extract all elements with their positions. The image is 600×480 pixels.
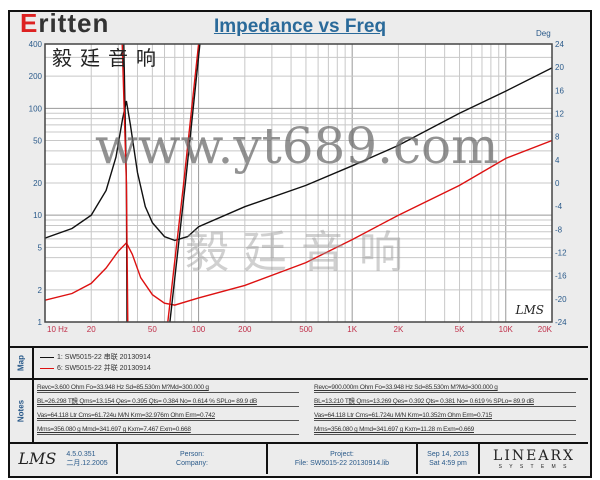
y2-tick-label: 12 [555, 110, 564, 119]
footer: LMS 4.5.0.351 二月.12.2005 Person: Company: … [10, 442, 588, 474]
y-tick-label: 10 [33, 211, 42, 220]
plot-border [44, 43, 553, 323]
note-line: Vas=64.118 Ltr Cms=61.724u M/N Krm=10.35… [314, 411, 576, 421]
x-tick-label: 20K [538, 325, 553, 334]
note-line: BL=13.210 T醗 Qms=13.269 Qes= 0.392 Qts= … [314, 397, 576, 407]
impedance-line-0 [45, 67, 552, 242]
x-tick-label: 500 [299, 325, 313, 334]
y-tick-label: 5 [38, 243, 43, 252]
y-tick-label: 200 [29, 72, 43, 81]
legend-item: 6: SW5015-22 并联 20130914 [40, 364, 151, 373]
notes-label: Notes [16, 399, 26, 423]
y2-tick-label: 8 [555, 133, 560, 142]
time: Sat 4:59 pm [429, 460, 467, 467]
x-tick-label: 50 [148, 325, 157, 334]
x-tick-label: 1K [347, 325, 357, 334]
y2-tick-label: -20 [555, 295, 567, 304]
impedance-line-1 [45, 139, 552, 306]
note-line: Revc=900.000m Ohm Fo=33.948 Hz Sd=85.530… [314, 383, 576, 393]
y2-tick-label: 0 [555, 179, 560, 188]
watermark-chinese: 毅廷音响 [185, 227, 417, 278]
person-label: Person: [179, 451, 205, 458]
y2-tick-label: -24 [555, 318, 567, 327]
y-tick-label: 100 [29, 104, 43, 113]
map-label: Map [16, 355, 26, 371]
x-tick-label: 5K [455, 325, 465, 334]
x-tick-label: 10 Hz [47, 325, 68, 334]
company-label: Company: [176, 460, 208, 467]
lms-logo: LMS [18, 449, 57, 468]
note-line: Vas=64.118 Ltr Cms=61.724u M/N Krm=32.97… [37, 411, 299, 421]
phase-line-4 [167, 44, 200, 322]
x-tick-label: 200 [238, 325, 252, 334]
y2-tick-label: -16 [555, 272, 567, 281]
phase-line-5 [169, 44, 201, 322]
y2-axis-label: Deg [536, 29, 551, 38]
version: 4.5.0.351 [66, 451, 96, 458]
brand-logo: Eritten [20, 8, 110, 38]
y-tick-label: 2 [38, 286, 43, 295]
y2-tick-label: -4 [555, 202, 563, 211]
y2-tick-label: 24 [555, 40, 564, 49]
y-tick-label: 1 [38, 318, 43, 327]
file-name: File: SW5015-22 20130914.lib [294, 460, 390, 467]
legend-item: 1: SW5015-22 串联 20130914 [40, 353, 151, 362]
note-line: Revc=3.600 Ohm Fo=33.948 Hz Sd=85.530m M… [37, 383, 299, 393]
x-tick-label: 20 [87, 325, 96, 334]
x-tick-label: 100 [192, 325, 206, 334]
phase-line-3 [121, 44, 129, 322]
chart-title: Impedance vs Freq [213, 16, 387, 37]
note-line: BL=26.298 T醗 Qms=13.154 Qes= 0.395 Qts= … [37, 397, 299, 407]
map-panel: Map 1: SW5015-22 串联 20130914 6: SW5015-2… [10, 346, 588, 378]
y2-tick-label: 4 [555, 156, 560, 165]
y-tick-label: 400 [29, 40, 43, 49]
note-line: Mms=356.080 g Mmd=341.697 g Kxm=11.28 m … [314, 425, 576, 435]
y2-tick-label: -12 [555, 249, 567, 258]
watermark-url: www.yt689.com [95, 117, 499, 175]
date: Sep 14, 2013 [427, 451, 469, 458]
notes-panel: Notes Revc=3.600 Ohm Fo=33.948 Hz Sd=85.… [10, 378, 588, 442]
x-tick-label: 10K [499, 325, 514, 334]
x-tick-label: 2K [394, 325, 404, 334]
lms-watermark: LMS [515, 303, 544, 317]
y-tick-label: 50 [33, 136, 42, 145]
y2-tick-label: 16 [555, 86, 564, 95]
y-tick-label: 20 [33, 179, 42, 188]
project-label: Project: [330, 451, 354, 458]
build-date: 二月.12.2005 [66, 460, 108, 467]
y2-tick-label: 20 [555, 63, 564, 72]
linearx-logo: LINEARX [493, 447, 575, 464]
brand-chinese: 毅廷音响 [52, 46, 164, 70]
y2-tick-label: -8 [555, 225, 563, 234]
note-line: Mms=356.080 g Mmd=341.697 g Kxm=7.467 Ex… [37, 425, 299, 435]
